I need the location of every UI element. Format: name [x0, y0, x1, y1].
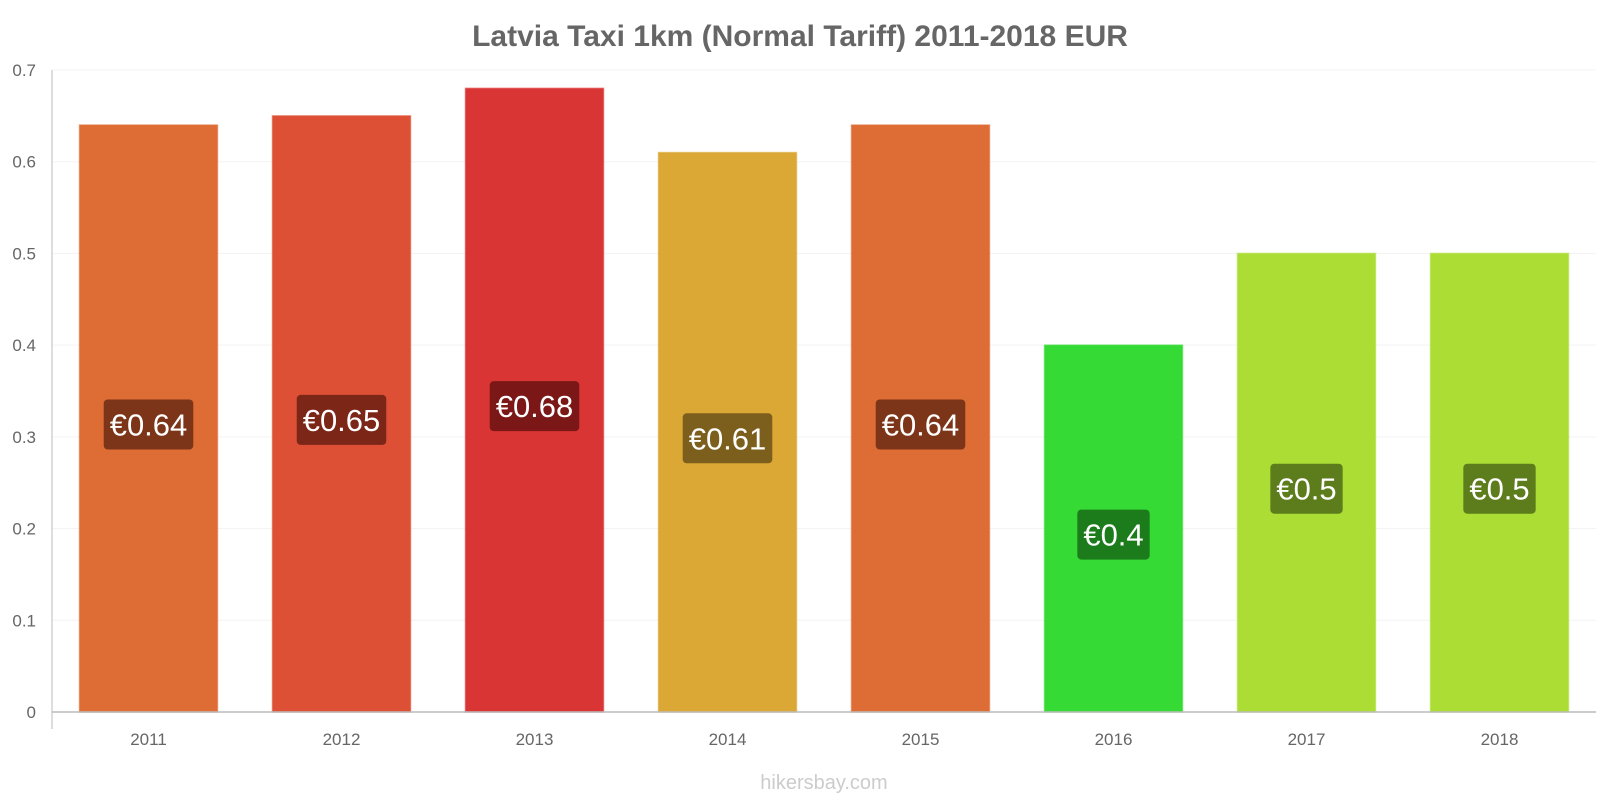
- value-label-bg: [682, 413, 773, 464]
- y-tick-label: 0.1: [12, 611, 36, 630]
- x-tick-label-2013: 2013: [516, 730, 554, 749]
- x-axis-ticks: 2011 2012 2013 2014 2015 2016 2017 2018: [130, 730, 1518, 749]
- y-axis-ticks: 0 0.1 0.2 0.3 0.4 0.5 0.6 0.7: [12, 61, 36, 722]
- value-label-bg: [1077, 509, 1150, 560]
- y-tick-label: 0.3: [12, 428, 36, 447]
- value-label-bg: [1270, 463, 1343, 514]
- x-tick-label-2012: 2012: [323, 730, 361, 749]
- value-label-2013: €0.68: [496, 389, 574, 424]
- value-label-2015: €0.64: [882, 408, 960, 443]
- x-tick-label-2016: 2016: [1095, 730, 1133, 749]
- x-tick-label-2011: 2011: [130, 730, 167, 749]
- watermark: hikersbay.com: [760, 772, 887, 794]
- y-tick-label: 0: [27, 703, 36, 722]
- value-label-2012: €0.65: [303, 403, 381, 438]
- chart-title: Latvia Taxi 1km (Normal Tariff) 2011-201…: [472, 20, 1128, 53]
- value-label-2014: €0.61: [689, 421, 767, 456]
- y-tick-label: 0.4: [12, 336, 36, 355]
- value-label-bg: [1463, 463, 1536, 514]
- y-tick-label: 0.7: [12, 61, 36, 80]
- y-tick-label: 0.5: [12, 244, 36, 263]
- value-label-bg: [296, 394, 387, 445]
- value-label-2011: €0.64: [110, 408, 188, 443]
- value-label-2018: €0.5: [1469, 472, 1529, 507]
- value-label-bg: [103, 399, 194, 450]
- value-label-bg: [489, 381, 580, 432]
- x-tick-label-2015: 2015: [902, 730, 940, 749]
- value-label-2017: €0.5: [1276, 472, 1336, 507]
- value-labels: €0.64 €0.65 €0.68 €0.61 €0.64 €0.4 €0.5 €0.5: [103, 381, 1536, 560]
- x-tick-label-2018: 2018: [1481, 730, 1519, 749]
- value-label-bg: [875, 399, 966, 450]
- y-tick-label: 0.6: [12, 153, 36, 172]
- x-tick-label-2017: 2017: [1288, 730, 1326, 749]
- x-tick-label-2014: 2014: [709, 730, 747, 749]
- value-label-2016: €0.4: [1083, 518, 1143, 553]
- y-tick-label: 0.2: [12, 520, 36, 539]
